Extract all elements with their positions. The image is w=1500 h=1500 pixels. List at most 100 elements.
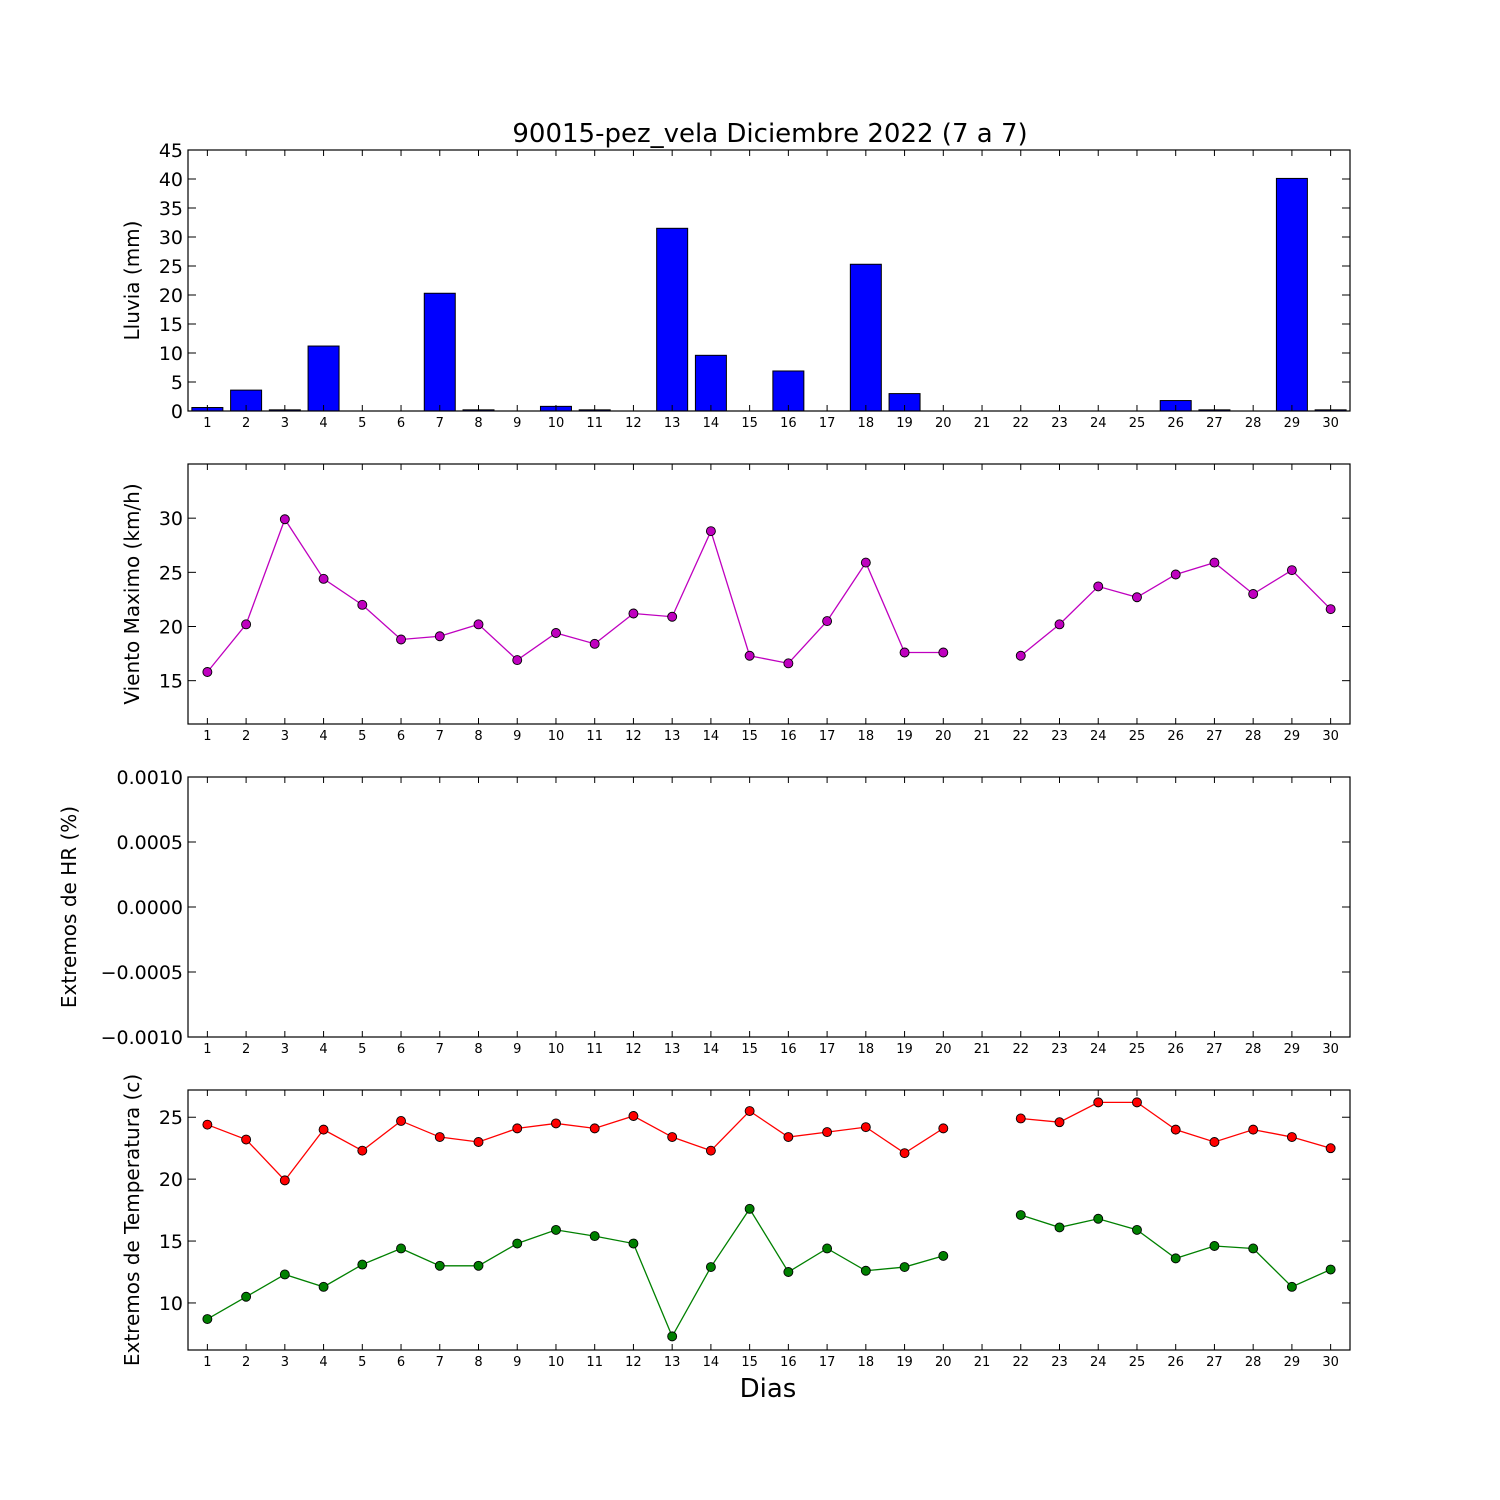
y-tick-label: 45: [159, 140, 183, 162]
x-tick-label: 17: [819, 416, 836, 431]
series-1-point-day-3: [279, 514, 290, 525]
plot-frame: [187, 149, 1351, 412]
x-tick-label: 26: [1167, 1042, 1184, 1057]
bar-day-4: [307, 345, 340, 412]
x-tick-label: 27: [1206, 729, 1223, 744]
series-1-point-day-1: [202, 1119, 213, 1130]
series-2-point-day-4: [318, 1281, 329, 1292]
series-1-point-day-26: [1170, 1124, 1181, 1135]
y-axis-label: Extremos de HR (%): [57, 806, 81, 1008]
bar-day-29: [1275, 177, 1308, 412]
x-tick-label: 30: [1322, 416, 1339, 431]
series-2-point-day-24: [1093, 1213, 1104, 1224]
series-1-point-day-4: [318, 573, 329, 584]
x-tick-label: 29: [1284, 1042, 1301, 1057]
x-tick-label: 17: [819, 729, 836, 744]
x-tick-label: 29: [1284, 416, 1301, 431]
x-tick-label: 11: [586, 1042, 603, 1057]
series-1-point-day-11: [589, 638, 600, 649]
series-1-line-1: [206, 517, 944, 673]
series-1-point-day-18: [860, 1122, 871, 1133]
x-tick-label: 28: [1245, 1042, 1262, 1057]
x-tick-label: 24: [1090, 729, 1107, 744]
series-2-point-day-5: [357, 1259, 368, 1270]
y-axis-label: Lluvia (mm): [120, 221, 144, 341]
x-tick-label: 15: [741, 729, 758, 744]
series-2-line-1: [207, 1207, 944, 1338]
series-1-point-day-19: [899, 647, 910, 658]
x-tick-label: 2: [242, 1355, 250, 1370]
x-tick-label: 7: [436, 729, 444, 744]
series-2-point-day-9: [512, 1238, 523, 1249]
x-tick-label: 10: [548, 1355, 565, 1370]
panel-3: 1 2 3 4 5 6 7 8 9 10 11 12 13 14 15 16 17 18 19 20 21 22 23 24 2…: [57, 767, 1351, 1057]
x-tick-label: 14: [703, 1042, 720, 1057]
y-tick-label: 35: [159, 198, 183, 220]
x-tick-label: 16: [780, 1355, 797, 1370]
x-tick-label: 15: [741, 1355, 758, 1370]
x-tick-label: 4: [319, 416, 327, 431]
x-tick-label: 25: [1129, 1355, 1146, 1370]
y-tick-label: 0: [171, 401, 183, 423]
y-tick-label: 25: [159, 562, 183, 584]
bar-day-13: [656, 227, 689, 412]
series-2-point-day-23: [1054, 1222, 1065, 1233]
x-tick-label: 26: [1167, 729, 1184, 744]
x-tick-label: 15: [741, 1042, 758, 1057]
x-tick-label: 27: [1206, 1042, 1223, 1057]
y-tick-label: 15: [159, 1231, 183, 1253]
y-tick-label: 0.0010: [117, 767, 183, 789]
series-2-point-day-1: [202, 1314, 213, 1325]
series-2-point-day-16: [783, 1267, 794, 1277]
bar-day-18: [849, 263, 882, 412]
y-tick-label: 0.0005: [117, 832, 183, 854]
x-tick-label: 21: [974, 416, 991, 431]
series-1-point-day-27: [1209, 1137, 1220, 1147]
plot-frame: [187, 1089, 1351, 1351]
series-1-point-day-30: [1325, 1143, 1336, 1154]
series-2-point-day-8: [473, 1260, 484, 1271]
x-tick-label: 13: [664, 1042, 681, 1057]
x-tick-label: 21: [974, 1355, 991, 1370]
x-tick-label: 12: [625, 1355, 642, 1370]
y-tick-label: 10: [159, 1293, 183, 1315]
y-tick-label: 5: [171, 372, 183, 394]
series-2-point-day-6: [396, 1243, 406, 1254]
series-2-point-day-15: [744, 1203, 755, 1214]
x-tick-label: 21: [974, 729, 991, 744]
x-tick-label: 16: [780, 729, 797, 744]
x-tick-label: 18: [858, 1042, 875, 1057]
series-1-point-day-6: [396, 634, 406, 645]
series-1-point-day-28: [1248, 1124, 1259, 1135]
series-2-point-day-12: [628, 1238, 639, 1249]
series-1-point-day-4: [318, 1124, 329, 1135]
series-1-point-day-22: [1015, 650, 1026, 661]
x-tick-label: 20: [935, 1042, 952, 1057]
x-tick-label: 3: [281, 729, 289, 744]
x-tick-label: 14: [703, 416, 720, 431]
x-tick-label: 2: [242, 729, 250, 744]
series-1-point-day-24: [1093, 1097, 1104, 1108]
y-tick-label: 30: [159, 227, 183, 249]
x-tick-label: 24: [1090, 1042, 1107, 1057]
series-2-line-2: [1020, 1214, 1331, 1288]
series-1-point-day-6: [396, 1115, 406, 1126]
series-1-point-day-26: [1170, 569, 1181, 580]
series-1-point-day-9: [512, 655, 523, 666]
x-tick-label: 1: [203, 729, 211, 744]
y-tick-label: 0.0000: [117, 897, 183, 919]
x-tick-label: 11: [586, 1355, 603, 1370]
series-2-point-day-11: [589, 1231, 600, 1242]
x-tick-label: 28: [1245, 729, 1262, 744]
series-1-point-day-2: [241, 619, 252, 630]
series-1-point-day-22: [1015, 1113, 1026, 1124]
x-tick-label: 6: [397, 729, 405, 744]
series-1-point-day-14: [705, 1145, 716, 1156]
y-tick-label: −0.0010: [101, 1027, 183, 1049]
x-tick-label: 12: [625, 1042, 642, 1057]
series-1-point-day-15: [744, 650, 755, 661]
series-2-point-day-22: [1015, 1210, 1026, 1221]
series-1-point-day-10: [551, 628, 561, 638]
series-1-point-day-5: [357, 1145, 368, 1156]
y-tick-label: 30: [159, 508, 183, 530]
